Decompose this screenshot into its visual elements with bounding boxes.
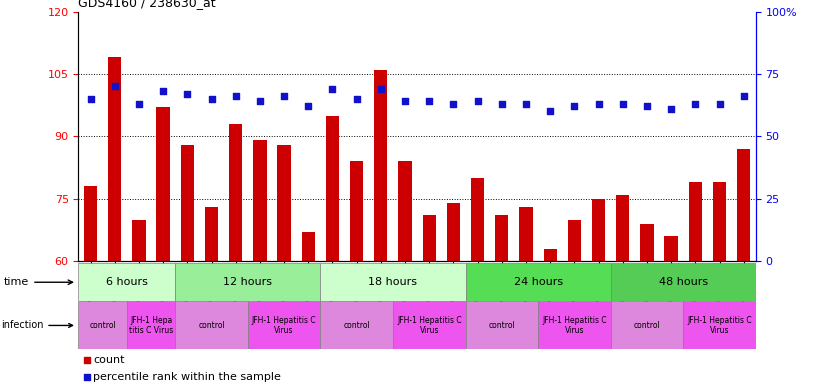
Point [157, 88, 170, 94]
Point [278, 93, 291, 99]
Point [132, 101, 145, 107]
Bar [254, 141, 267, 261]
Point [84, 96, 97, 102]
Bar [301, 232, 315, 261]
Point [80, 358, 93, 364]
Bar [108, 57, 121, 261]
Bar [181, 145, 194, 261]
Point [640, 103, 653, 109]
Text: JFH-1 Hepatitis C
Virus: JFH-1 Hepatitis C Virus [687, 316, 752, 335]
Bar [466, 301, 538, 349]
Bar [520, 207, 533, 261]
Text: JFH-1 Hepatitis C
Virus: JFH-1 Hepatitis C Virus [397, 316, 462, 335]
Point [713, 101, 726, 107]
Bar [127, 301, 175, 349]
Point [423, 98, 436, 104]
Bar [447, 203, 460, 261]
Bar [466, 263, 610, 301]
Bar [398, 161, 411, 261]
Bar [248, 301, 320, 349]
Point [447, 101, 460, 107]
Bar [278, 145, 291, 261]
Bar [610, 263, 756, 301]
Bar [325, 116, 339, 261]
Point [80, 374, 93, 380]
Point [737, 93, 750, 99]
Point [689, 101, 702, 107]
Point [471, 98, 484, 104]
Point [616, 101, 629, 107]
Point [567, 103, 581, 109]
Point [374, 86, 387, 92]
Bar [544, 249, 557, 261]
Text: 18 hours: 18 hours [368, 277, 417, 287]
Bar [78, 263, 175, 301]
Bar [320, 263, 466, 301]
Point [520, 101, 533, 107]
Point [181, 91, 194, 97]
Bar [471, 178, 484, 261]
Bar [156, 107, 170, 261]
Bar [320, 301, 393, 349]
Text: control: control [89, 321, 116, 330]
Text: control: control [488, 321, 515, 330]
Text: 12 hours: 12 hours [223, 277, 273, 287]
Bar [350, 161, 363, 261]
Point [254, 98, 267, 104]
Text: count: count [93, 356, 125, 366]
Bar [567, 220, 581, 261]
Bar [538, 301, 610, 349]
Bar [737, 149, 750, 261]
Text: 6 hours: 6 hours [106, 277, 148, 287]
Point [205, 96, 218, 102]
Point [592, 101, 605, 107]
Text: 24 hours: 24 hours [514, 277, 563, 287]
Bar [713, 182, 726, 261]
Point [229, 93, 242, 99]
Text: control: control [344, 321, 370, 330]
Text: control: control [634, 321, 660, 330]
Text: JFH-1 Hepatitis C
Virus: JFH-1 Hepatitis C Virus [252, 316, 316, 335]
Text: percentile rank within the sample: percentile rank within the sample [93, 372, 281, 382]
Bar [132, 220, 145, 261]
Point [301, 103, 315, 109]
Point [326, 86, 339, 92]
Point [664, 106, 677, 112]
Bar [610, 301, 683, 349]
Bar [175, 301, 248, 349]
Text: control: control [198, 321, 225, 330]
Bar [616, 195, 629, 261]
Text: JFH-1 Hepatitis C
Virus: JFH-1 Hepatitis C Virus [542, 316, 606, 335]
Bar [689, 182, 702, 261]
Bar [78, 301, 127, 349]
Bar [495, 215, 509, 261]
Bar [640, 223, 653, 261]
Bar [175, 263, 320, 301]
Point [496, 101, 509, 107]
Text: JFH-1 Hepa
titis C Virus: JFH-1 Hepa titis C Virus [129, 316, 173, 335]
Bar [592, 199, 605, 261]
Text: time: time [4, 277, 73, 287]
Bar [393, 301, 466, 349]
Point [108, 83, 121, 89]
Text: 48 hours: 48 hours [658, 277, 708, 287]
Bar [205, 207, 218, 261]
Bar [423, 215, 436, 261]
Point [544, 108, 557, 114]
Point [398, 98, 411, 104]
Bar [374, 70, 387, 261]
Text: GDS4160 / 238630_at: GDS4160 / 238630_at [78, 0, 216, 9]
Bar [683, 301, 756, 349]
Bar [229, 124, 242, 261]
Point [350, 96, 363, 102]
Text: infection: infection [1, 320, 73, 331]
Bar [84, 186, 97, 261]
Bar [664, 236, 678, 261]
